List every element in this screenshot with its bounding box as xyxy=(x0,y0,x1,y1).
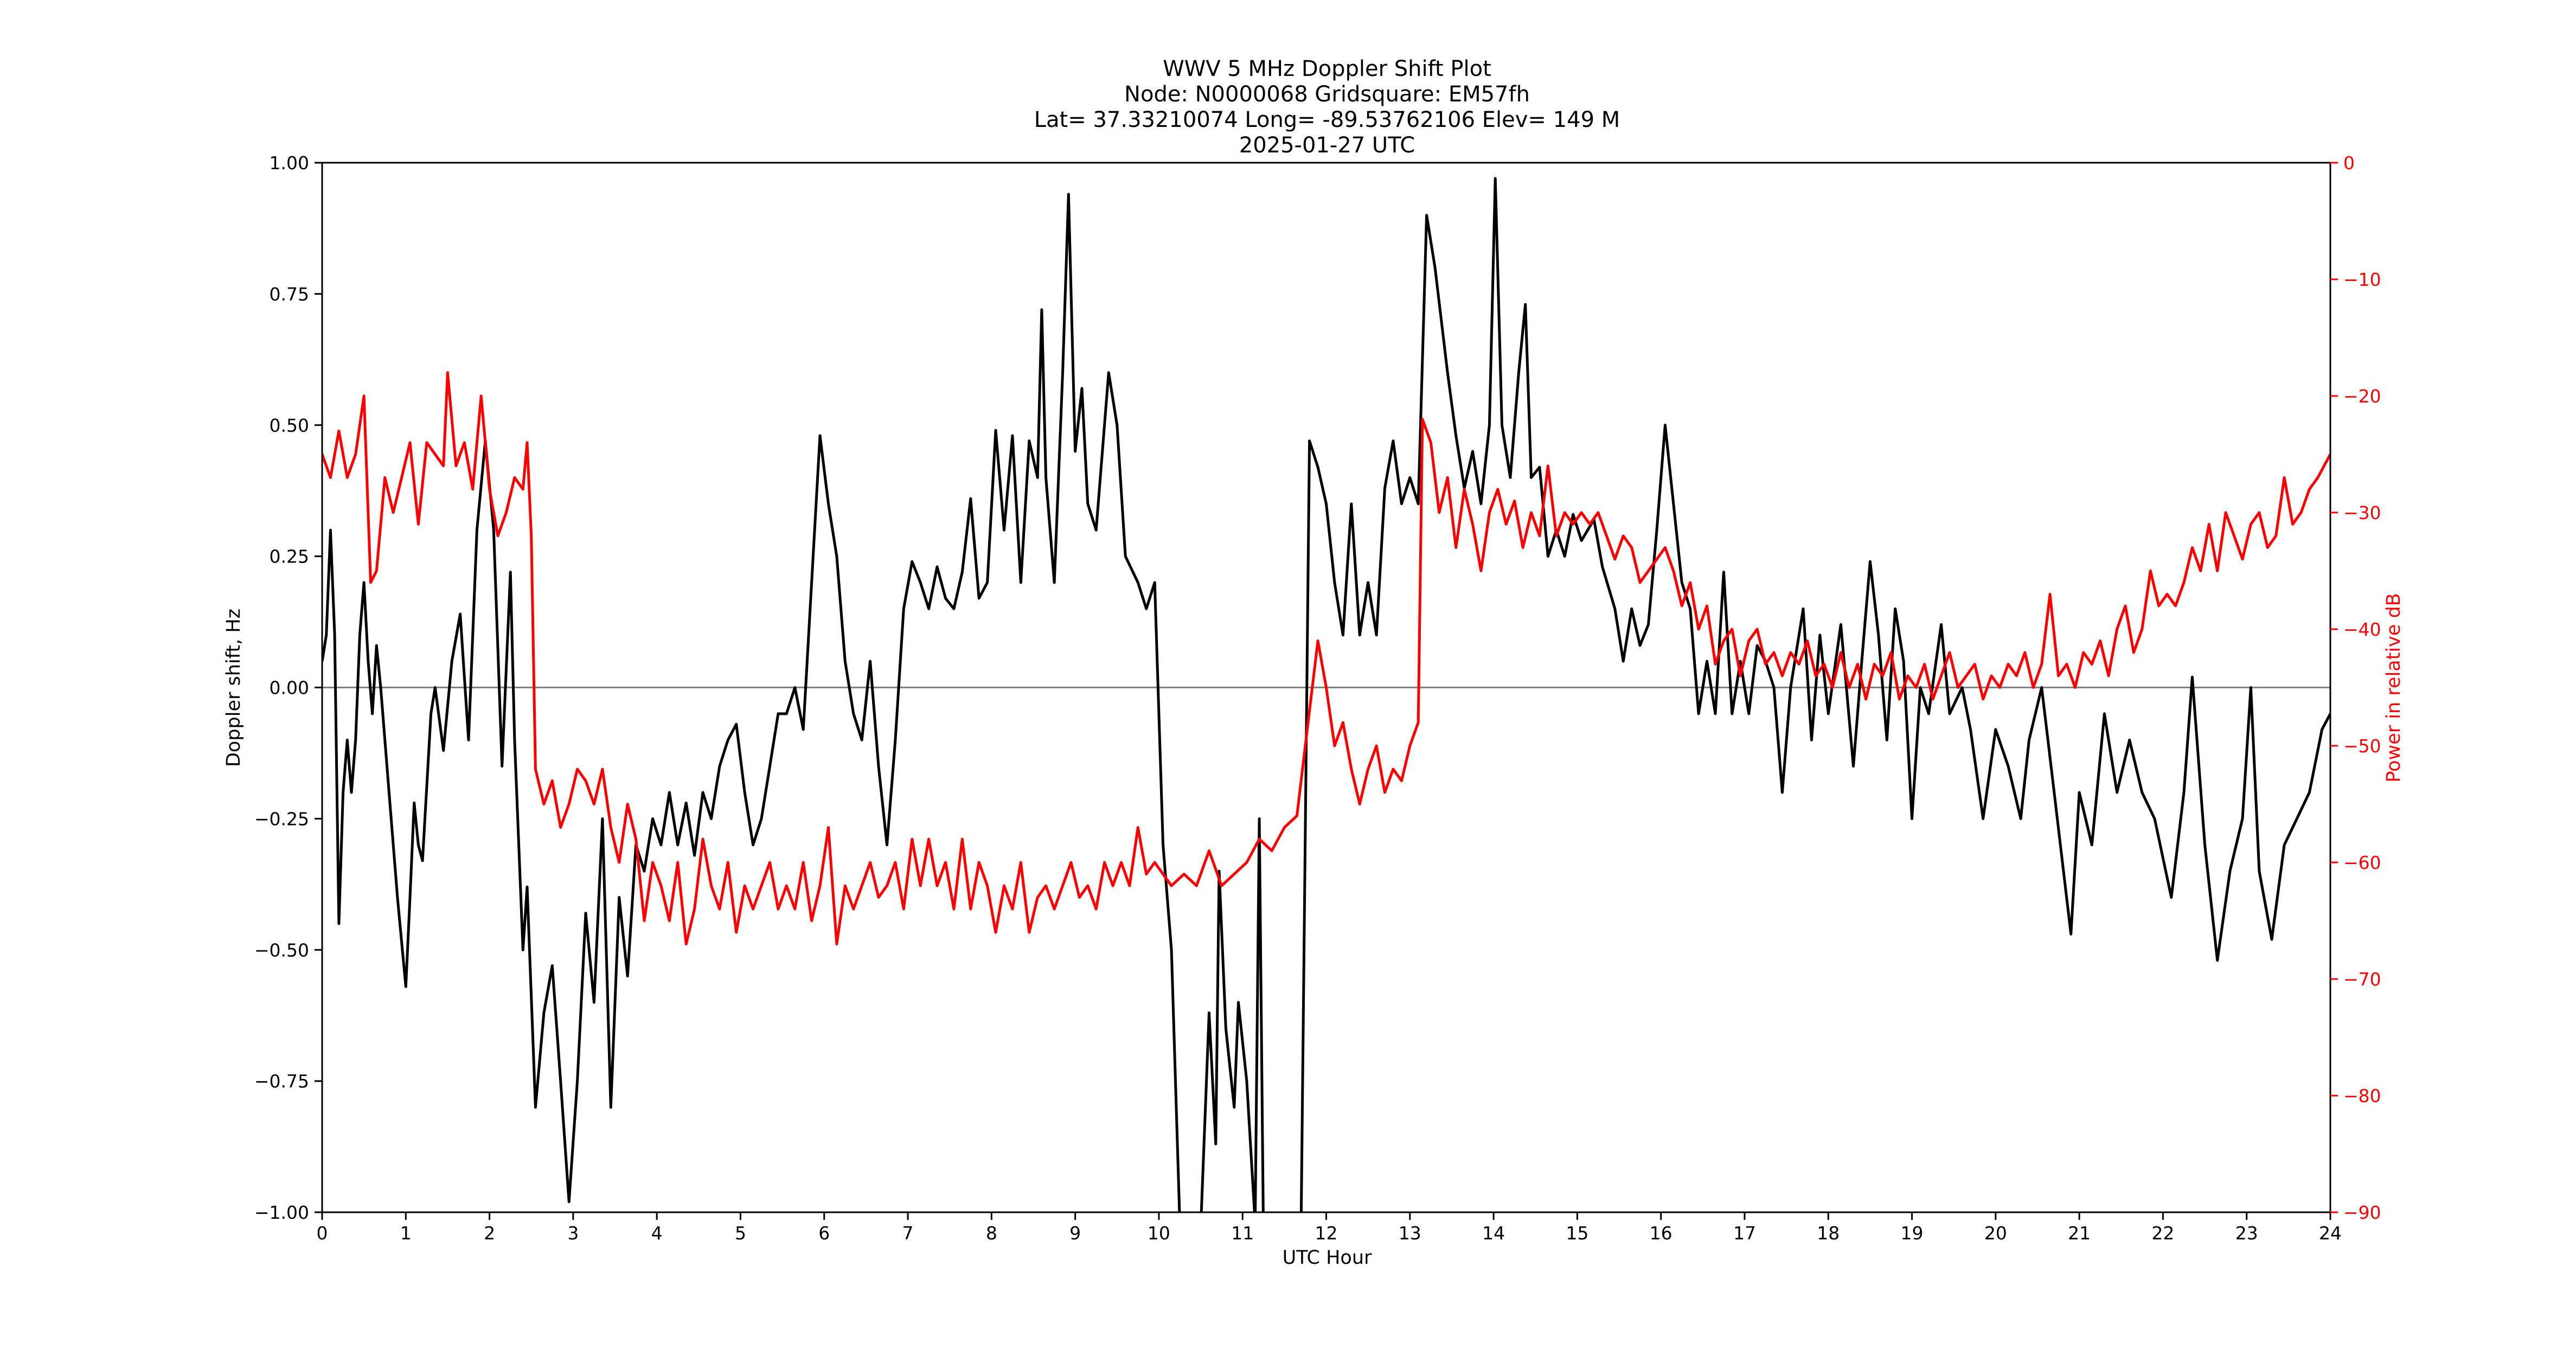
right-y-tick-label: −90 xyxy=(2343,1202,2381,1223)
x-tick-label: 21 xyxy=(2068,1223,2091,1244)
right-y-tick-label: −50 xyxy=(2343,735,2381,757)
x-tick-label: 18 xyxy=(1817,1223,1840,1244)
x-tick-label: 10 xyxy=(1148,1223,1170,1244)
left-y-tick-label: 0.50 xyxy=(270,415,309,436)
doppler-shift-line xyxy=(322,177,2330,1212)
x-tick-label: 13 xyxy=(1399,1223,1421,1244)
x-tick-label: 14 xyxy=(1482,1223,1505,1244)
left-y-axis-label: Doppler shift, Hz xyxy=(223,609,245,767)
x-tick-label: 2 xyxy=(484,1223,495,1244)
x-tick-label: 16 xyxy=(1650,1223,1673,1244)
x-tick-label: 24 xyxy=(2319,1223,2342,1244)
x-tick-label: 12 xyxy=(1315,1223,1338,1244)
x-tick-label: 4 xyxy=(651,1223,663,1244)
x-tick-label: 5 xyxy=(735,1223,746,1244)
chart-title: WWV 5 MHz Doppler Shift Plot Node: N0000… xyxy=(1034,56,1620,158)
right-y-tick-label: −60 xyxy=(2343,852,2381,873)
plot-area: 0 1 2 3 4 5 6 7 8 9 10 11 12 13 14 15 16 17 18 19 20 21 22 23 24… xyxy=(254,152,2381,1244)
x-tick-label: 19 xyxy=(1901,1223,1924,1244)
right-y-tick-label: −20 xyxy=(2343,386,2381,407)
right-y-axis-label: Power in relative dB xyxy=(2383,593,2405,782)
title-line: WWV 5 MHz Doppler Shift Plot xyxy=(1163,56,1491,81)
left-y-tick-label: 0.25 xyxy=(270,546,309,567)
right-y-tick-label: 0 xyxy=(2343,152,2355,174)
x-tick-label: 22 xyxy=(2151,1223,2174,1244)
x-tick-label: 17 xyxy=(1733,1223,1756,1244)
left-y-tick-label: 0.75 xyxy=(270,284,309,305)
power-line xyxy=(322,371,2330,945)
x-tick-label: 11 xyxy=(1231,1223,1254,1244)
x-axis-label: UTC Hour xyxy=(1283,1247,1372,1269)
x-tick-label: 1 xyxy=(400,1223,412,1244)
right-y-tick-label: −30 xyxy=(2343,502,2381,523)
x-tick-label: 15 xyxy=(1566,1223,1588,1244)
right-y-tick-label: −70 xyxy=(2343,969,2381,990)
left-y-tick-label: −1.00 xyxy=(254,1202,309,1223)
left-y-tick-label: 0.00 xyxy=(270,677,309,699)
x-tick-label: 6 xyxy=(818,1223,830,1244)
left-y-tick-label: 1.00 xyxy=(270,152,309,174)
x-tick-label: 8 xyxy=(986,1223,997,1244)
x-tick-label: 20 xyxy=(1984,1223,2007,1244)
x-tick-label: 0 xyxy=(317,1223,328,1244)
x-tick-label: 3 xyxy=(567,1223,579,1244)
left-y-tick-label: −0.50 xyxy=(254,939,309,961)
left-y-tick-label: −0.25 xyxy=(254,808,309,829)
right-y-tick-label: −10 xyxy=(2343,269,2381,290)
x-tick-label: 9 xyxy=(1069,1223,1081,1244)
x-tick-label: 7 xyxy=(902,1223,914,1244)
title-line: 2025-01-27 UTC xyxy=(1239,133,1415,158)
title-line: Node: N0000068 Gridsquare: EM57fh xyxy=(1124,82,1530,107)
right-y-tick-label: −80 xyxy=(2343,1085,2381,1106)
x-tick-label: 23 xyxy=(2235,1223,2258,1244)
right-y-tick-label: −40 xyxy=(2343,619,2381,640)
left-y-tick-label: −0.75 xyxy=(254,1071,309,1092)
title-line: Lat= 37.33210074 Long= -89.53762106 Elev… xyxy=(1034,107,1620,132)
